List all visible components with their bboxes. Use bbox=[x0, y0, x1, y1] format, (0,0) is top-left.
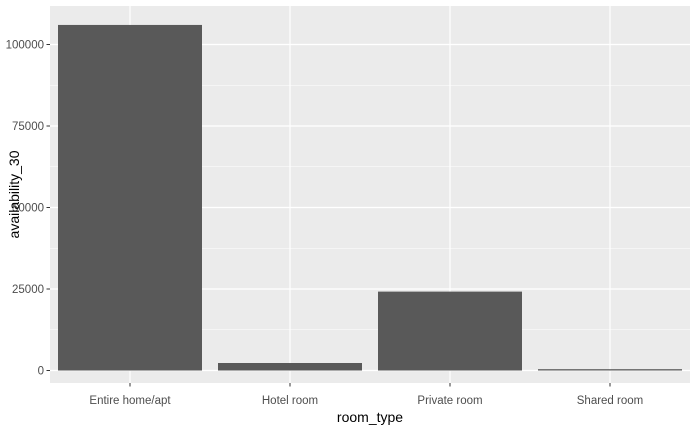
y-tick-label: 100000 bbox=[6, 40, 44, 52]
bar-entire-home-apt bbox=[58, 24, 202, 371]
x-axis: Entire home/apt Hotel room Private room Sha… bbox=[89, 383, 643, 407]
y-tick-label: 25000 bbox=[12, 284, 44, 296]
bar-hotel-room bbox=[218, 363, 362, 371]
x-tick-label: Private room bbox=[417, 395, 482, 407]
x-axis-title: room_type bbox=[337, 409, 403, 425]
y-tick-label: 75000 bbox=[12, 121, 44, 133]
y-axis: 0 25000 50000 75000 100000 bbox=[6, 40, 50, 378]
y-axis-title: availability_30 bbox=[6, 150, 22, 238]
x-tick-label: Hotel room bbox=[262, 395, 318, 407]
bar-private-room bbox=[378, 291, 522, 371]
x-tick-label: Shared room bbox=[577, 395, 643, 407]
bars bbox=[58, 24, 682, 371]
y-tick-label: 0 bbox=[38, 366, 44, 378]
y-tick-label: 50000 bbox=[12, 203, 44, 215]
bar-shared-room bbox=[538, 369, 682, 371]
x-tick-label: Entire home/apt bbox=[89, 395, 171, 407]
